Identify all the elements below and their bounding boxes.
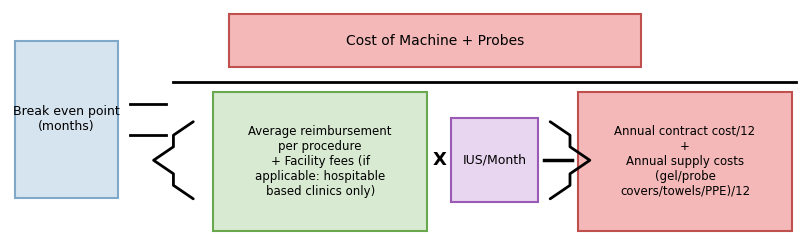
Text: Cost of Machine + Probes: Cost of Machine + Probes: [346, 34, 524, 48]
Text: IUS/Month: IUS/Month: [462, 154, 526, 167]
Text: Break even point
(months): Break even point (months): [13, 105, 120, 133]
Text: X: X: [432, 151, 446, 169]
Text: Annual contract cost/12
+
Annual supply costs
(gel/probe
covers/towels/PPE)/12: Annual contract cost/12 + Annual supply …: [614, 125, 755, 198]
FancyBboxPatch shape: [578, 92, 792, 231]
FancyBboxPatch shape: [451, 118, 538, 202]
FancyBboxPatch shape: [229, 14, 642, 67]
Text: Average reimbursement
per procedure
+ Facility fees (if
applicable: hospitable
b: Average reimbursement per procedure + Fa…: [249, 125, 392, 198]
FancyBboxPatch shape: [15, 41, 118, 198]
FancyBboxPatch shape: [213, 92, 427, 231]
